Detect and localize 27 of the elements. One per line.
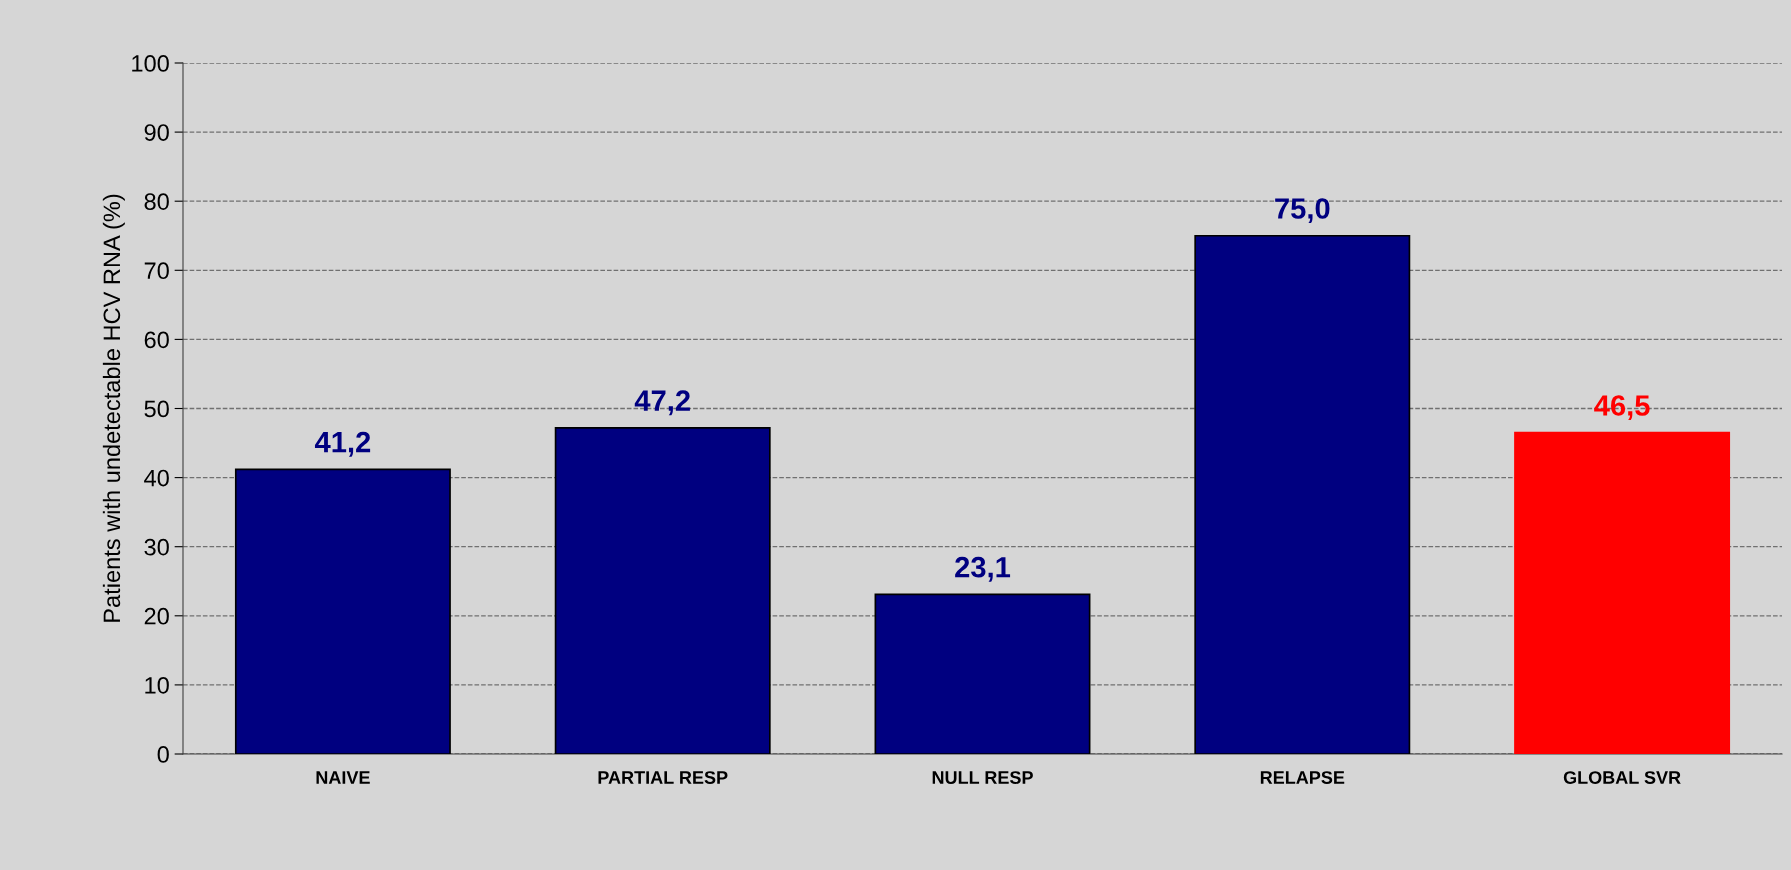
data-label: 41,2 [314, 431, 371, 457]
y-axis-title: Patients with undetectable HCV RNA (%) [102, 194, 125, 622]
bar [874, 593, 1091, 754]
bar [1514, 431, 1731, 754]
x-tick-label: GLOBAL SVR [1563, 771, 1681, 784]
data-label: 23,1 [955, 556, 1011, 582]
y-tick-label: 40 [144, 469, 169, 487]
x-tick-label: NULL RESP [932, 771, 1033, 784]
bar [234, 468, 451, 754]
y-tick-label: 30 [144, 538, 169, 556]
y-tick-label: 60 [144, 331, 169, 349]
data-label: 46,5 [1594, 395, 1650, 421]
bar [1194, 234, 1411, 754]
y-tick-label: 70 [144, 262, 169, 280]
y-tick-label: 50 [144, 400, 169, 418]
data-label: 75,0 [1275, 198, 1330, 224]
y-tick-label: 10 [145, 676, 169, 694]
y-tick-label: 20 [144, 607, 169, 625]
y-tick-label: 80 [144, 193, 169, 210]
y-tick-label: 0 [157, 746, 169, 763]
y-tick-label: 90 [144, 124, 169, 141]
data-label: 47,2 [634, 390, 690, 416]
bar [554, 427, 771, 754]
x-tick-label: NAIVE [316, 771, 370, 784]
y-tick-label: 100 [132, 55, 169, 72]
x-tick-label: PARTIAL RESP [598, 771, 728, 784]
x-tick-label: RELAPSE [1260, 771, 1345, 784]
